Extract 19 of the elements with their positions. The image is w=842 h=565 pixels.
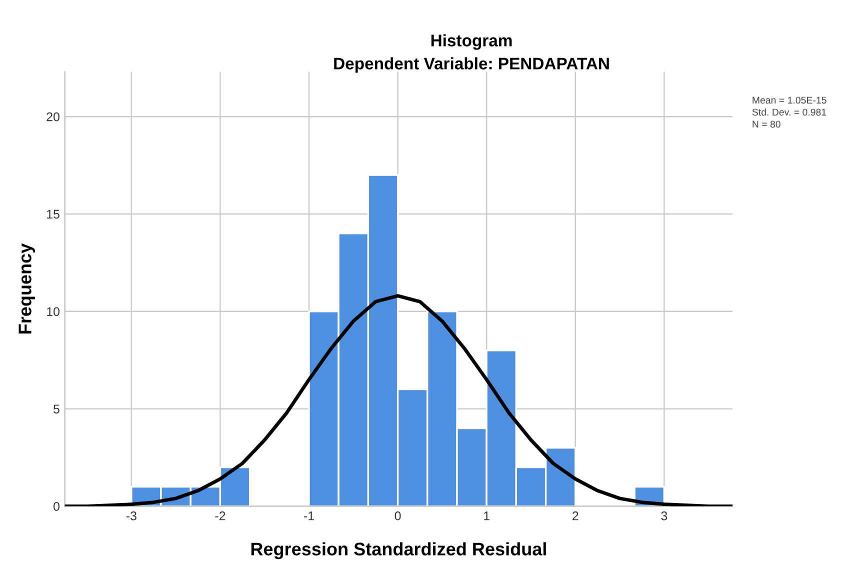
x-tick-label: 1 bbox=[484, 512, 490, 520]
y-tick-label: 20 bbox=[46, 112, 60, 122]
y-tick-label: 5 bbox=[54, 404, 60, 414]
text: Std. Dev. = 0.981 bbox=[752, 108, 826, 116]
y-tick-label: 0 bbox=[54, 502, 60, 511]
chart-title: Histogram bbox=[431, 34, 512, 50]
text: Mean = 1.05E-15 bbox=[752, 96, 826, 104]
text: N = 80 bbox=[752, 120, 780, 128]
chart-subtitle: Dependent Variable: PENDAPATAN bbox=[334, 57, 609, 73]
x-tick-label: 3 bbox=[661, 511, 668, 520]
x-axis-title: Regression Standardized Residual bbox=[251, 542, 546, 560]
x-tick-label: -1 bbox=[304, 512, 314, 520]
x-tick-label: 2 bbox=[572, 511, 578, 520]
x-tick-label: 0 bbox=[394, 511, 401, 520]
x-tick-label: -2 bbox=[215, 511, 226, 520]
y-axis-title: Frequency bbox=[18, 243, 35, 334]
y-tick-label: 15 bbox=[47, 210, 60, 219]
y-tick-label: 10 bbox=[47, 307, 60, 316]
x-tick-label: -3 bbox=[126, 511, 136, 520]
